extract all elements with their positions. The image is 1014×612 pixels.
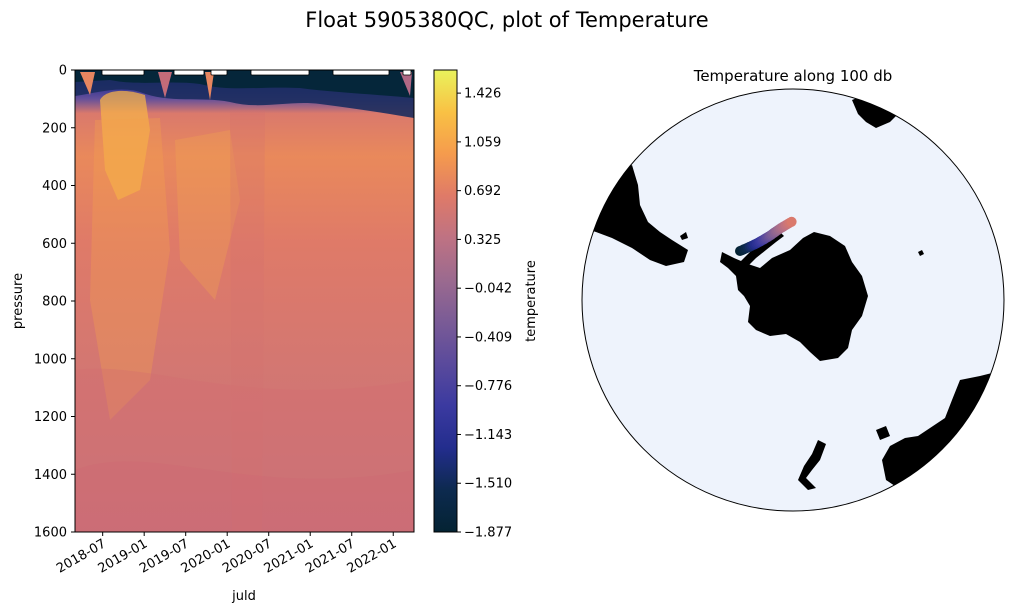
warm-core-2018: [100, 90, 150, 200]
y-tick-label: 1400: [34, 468, 67, 483]
missing-data-gap: [402, 70, 412, 76]
colorbar-tick-label: 0.692: [464, 184, 501, 199]
warm-core-2019: [175, 130, 240, 300]
y-tick-label: 1000: [34, 352, 67, 367]
colorbar-tick-label: −0.776: [464, 379, 512, 394]
x-axis: 2018-072019-012019-072020-012020-072021-…: [54, 532, 399, 577]
missing-data-gap: [210, 70, 228, 76]
y-tick-label: 1200: [34, 410, 67, 425]
figure-title: Float 5905380QC, plot of Temperature: [305, 8, 709, 32]
y-axis-label: pressure: [11, 273, 26, 329]
colorbar-tick-label: −0.409: [464, 330, 512, 345]
africa-landmass: [852, 96, 900, 128]
colorbar-fill: [434, 70, 457, 532]
tasmania-island: [876, 426, 890, 440]
colorbar-tick-label: −1.877: [464, 526, 512, 541]
y-tick-label: 800: [42, 295, 67, 310]
missing-data-gap: [250, 70, 310, 76]
colorbar-tick-label: 0.325: [464, 233, 501, 248]
y-axis: 0 200 400 600 800 1000 1200 1400 1600: [34, 64, 75, 541]
cool-band-2020: [230, 110, 265, 530]
summer-surface-2019: [158, 72, 172, 98]
y-tick-label: 0: [59, 64, 67, 79]
y-tick-label: 1600: [34, 526, 67, 541]
missing-data-gap: [173, 70, 205, 76]
falklands-island: [680, 232, 688, 240]
new-zealand-landmass: [798, 440, 826, 490]
antarctic-peninsula: [740, 232, 784, 266]
colorbar-tick-label: −1.510: [464, 477, 512, 492]
y-tick-label: 400: [42, 179, 67, 194]
colorbar-tick-label: 1.426: [464, 87, 501, 102]
y-tick-label: 600: [42, 237, 67, 252]
bottom-cool-layer: [75, 461, 414, 532]
summer-surface-2022: [400, 72, 412, 96]
summer-surface-2020: [205, 72, 214, 100]
y-tick-label: 200: [42, 121, 67, 136]
colorbar-frame: [433, 69, 458, 533]
colorbar-label: temperature: [524, 260, 539, 342]
warm-tongue-2018: [90, 118, 170, 420]
summer-surface-2018: [80, 72, 95, 95]
polar-map: Temperature along 100 db: [581, 67, 1005, 512]
colorbar-tick-label: 1.059: [464, 135, 501, 150]
antarctica-landmass: [720, 232, 868, 361]
x-axis-label: juld: [231, 589, 256, 604]
missing-data-gap: [332, 70, 390, 76]
colorbar: 1.426 1.059 0.692 0.325 −0.042 −0.409 −0.776 −1…: [433, 69, 539, 541]
temperature-section-heatmap: 0 200 400 600 800 1000 1200 1400 1600 2018-07201…: [11, 64, 415, 604]
map-title: Temperature along 100 db: [693, 67, 893, 85]
float-track: [735, 216, 797, 256]
colorbar-tick-label: −0.042: [464, 282, 512, 297]
track-point: [786, 216, 797, 227]
map-boundary: [581, 88, 1005, 512]
colorbar-tick-label: −1.143: [464, 428, 512, 443]
deep-cool-layer: [75, 368, 414, 532]
missing-data-gap: [101, 70, 145, 76]
kerguelen-island: [918, 250, 924, 256]
